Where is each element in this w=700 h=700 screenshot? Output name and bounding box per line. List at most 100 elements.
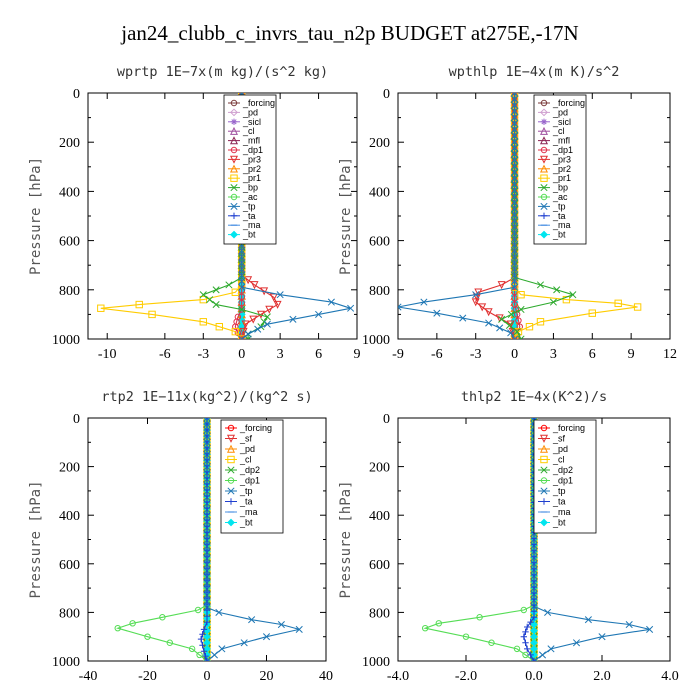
series-point-ta	[197, 635, 205, 643]
series-point-tp	[238, 283, 246, 291]
series-point-tp	[240, 639, 248, 647]
series-point-dp1	[166, 639, 174, 646]
series-point-ta	[203, 540, 211, 548]
series-point-bp	[263, 313, 271, 321]
series-point-ta	[200, 626, 208, 633]
series-point-ta	[530, 577, 538, 585]
legend-marker	[540, 230, 548, 239]
legend-marker	[540, 193, 548, 201]
legend-entry: _cl	[239, 455, 252, 465]
series-point-ta	[203, 516, 211, 524]
x-tick-label: 0.0	[525, 669, 543, 684]
series-point-ta	[203, 600, 211, 608]
series-point-bp	[505, 321, 513, 330]
legend: _forcing_sf_pd_cl_dp2_dp1_tp_ta_ma_bt	[220, 419, 284, 534]
y-tick-label: 400	[59, 509, 80, 524]
legend-entry: _bp	[552, 183, 568, 193]
series-point-tp	[511, 210, 519, 219]
series-point-tp	[511, 241, 519, 249]
series-line-pr3	[475, 93, 516, 339]
x-tick-label: 40	[319, 669, 333, 684]
series-point-tp	[218, 645, 226, 653]
series-point-ta	[530, 565, 538, 573]
series-point-ta	[203, 558, 211, 566]
series-point-ta	[203, 418, 211, 422]
series-point-dp1	[511, 288, 518, 296]
legend-entry: _dp2	[239, 465, 260, 475]
series-point-pr3	[484, 308, 493, 317]
series-point-tp	[263, 320, 271, 328]
legend-marker	[230, 146, 238, 154]
series-line-tp	[398, 93, 516, 339]
series-point-ta	[203, 462, 211, 470]
legend-entry: _dp1	[552, 145, 573, 155]
series-point-ta	[522, 639, 529, 646]
series-point-ta	[203, 570, 211, 578]
series-point-tp	[511, 277, 519, 285]
series-point-ta	[203, 480, 211, 488]
series-point-pr1	[231, 327, 240, 336]
legend: _forcing_pd_sicl_cl_mfl_dp1_pr3_pr2_pr1_…	[223, 94, 277, 245]
series-point-pr3	[244, 276, 253, 285]
legend-entry: _sicl	[242, 117, 261, 127]
series-point-tp	[511, 229, 519, 237]
legend-marker	[540, 424, 548, 432]
series-point-dp1	[238, 299, 245, 307]
series-point-ta	[530, 595, 538, 603]
legend-entry: _tp	[552, 201, 566, 211]
legend-entry: _forcing	[552, 98, 585, 108]
y-tick-label: 400	[59, 185, 80, 200]
legend-marker	[540, 184, 548, 192]
x-tick-label: -20	[138, 669, 157, 684]
series-group	[398, 93, 642, 339]
series-point-tp	[289, 315, 297, 323]
x-tick-label: 2.0	[593, 669, 611, 684]
legend-entry: _cl	[552, 126, 565, 136]
panel-title: wprtp 1E−7x(m kg)/(s^2 kg)	[117, 64, 328, 80]
x-tick-label: -2.0	[455, 669, 477, 684]
series-point-tp	[238, 247, 246, 255]
series-point-dp1	[476, 614, 483, 621]
series-point-tp	[511, 144, 519, 152]
series-point-tp	[511, 107, 519, 115]
legend-entry: _pr2	[552, 164, 571, 174]
legend-marker	[539, 444, 549, 453]
legend-marker	[229, 155, 239, 164]
series-point-ta	[203, 564, 211, 572]
y-tick-label: 800	[59, 284, 80, 299]
legend-marker	[229, 136, 239, 145]
series-point-bp	[212, 286, 220, 294]
series-point-tp	[203, 418, 211, 422]
series-point-tp	[530, 657, 538, 661]
y-tick-label: 1000	[362, 655, 390, 670]
legend-marker	[226, 444, 236, 453]
y-tick-label: 600	[369, 558, 390, 573]
series-point-pr1	[215, 323, 223, 331]
series-point-pr1	[510, 335, 519, 339]
series-point-tp	[511, 93, 519, 97]
legend-entry: _ma	[239, 507, 258, 517]
legend-marker	[540, 99, 548, 107]
series-point-ta	[203, 528, 211, 536]
legend-marker	[230, 118, 238, 125]
series-point-tp	[459, 314, 467, 322]
series-point-tp	[511, 174, 519, 182]
legend-entry: _forcing	[239, 423, 272, 433]
legend-entry: _pr3	[242, 154, 261, 164]
series-point-tp	[238, 265, 246, 273]
legend-entry: _dp1	[242, 145, 263, 155]
series-point-bp	[225, 281, 233, 289]
legend-entry: _ta	[552, 211, 566, 221]
chart-panel-2: wpthlp 1E−4x(m K)/s^2 Pressure [hPa] 0 200 4…	[338, 64, 677, 362]
legend-marker	[540, 202, 548, 210]
series-point-tp	[511, 113, 519, 121]
legend-entry: _bt	[552, 518, 566, 528]
series-point-tp	[485, 319, 493, 327]
panel-title: rtp2 1E−11x(kg^2)/(kg^2 s)	[101, 389, 312, 405]
series-point-dp1	[238, 293, 245, 301]
x-tick-label: -9	[392, 347, 404, 362]
legend-marker	[230, 108, 238, 117]
legend-marker	[230, 212, 238, 219]
y-axis-label: Pressure [hPa]	[338, 157, 354, 275]
series-point-pr3	[265, 305, 274, 314]
